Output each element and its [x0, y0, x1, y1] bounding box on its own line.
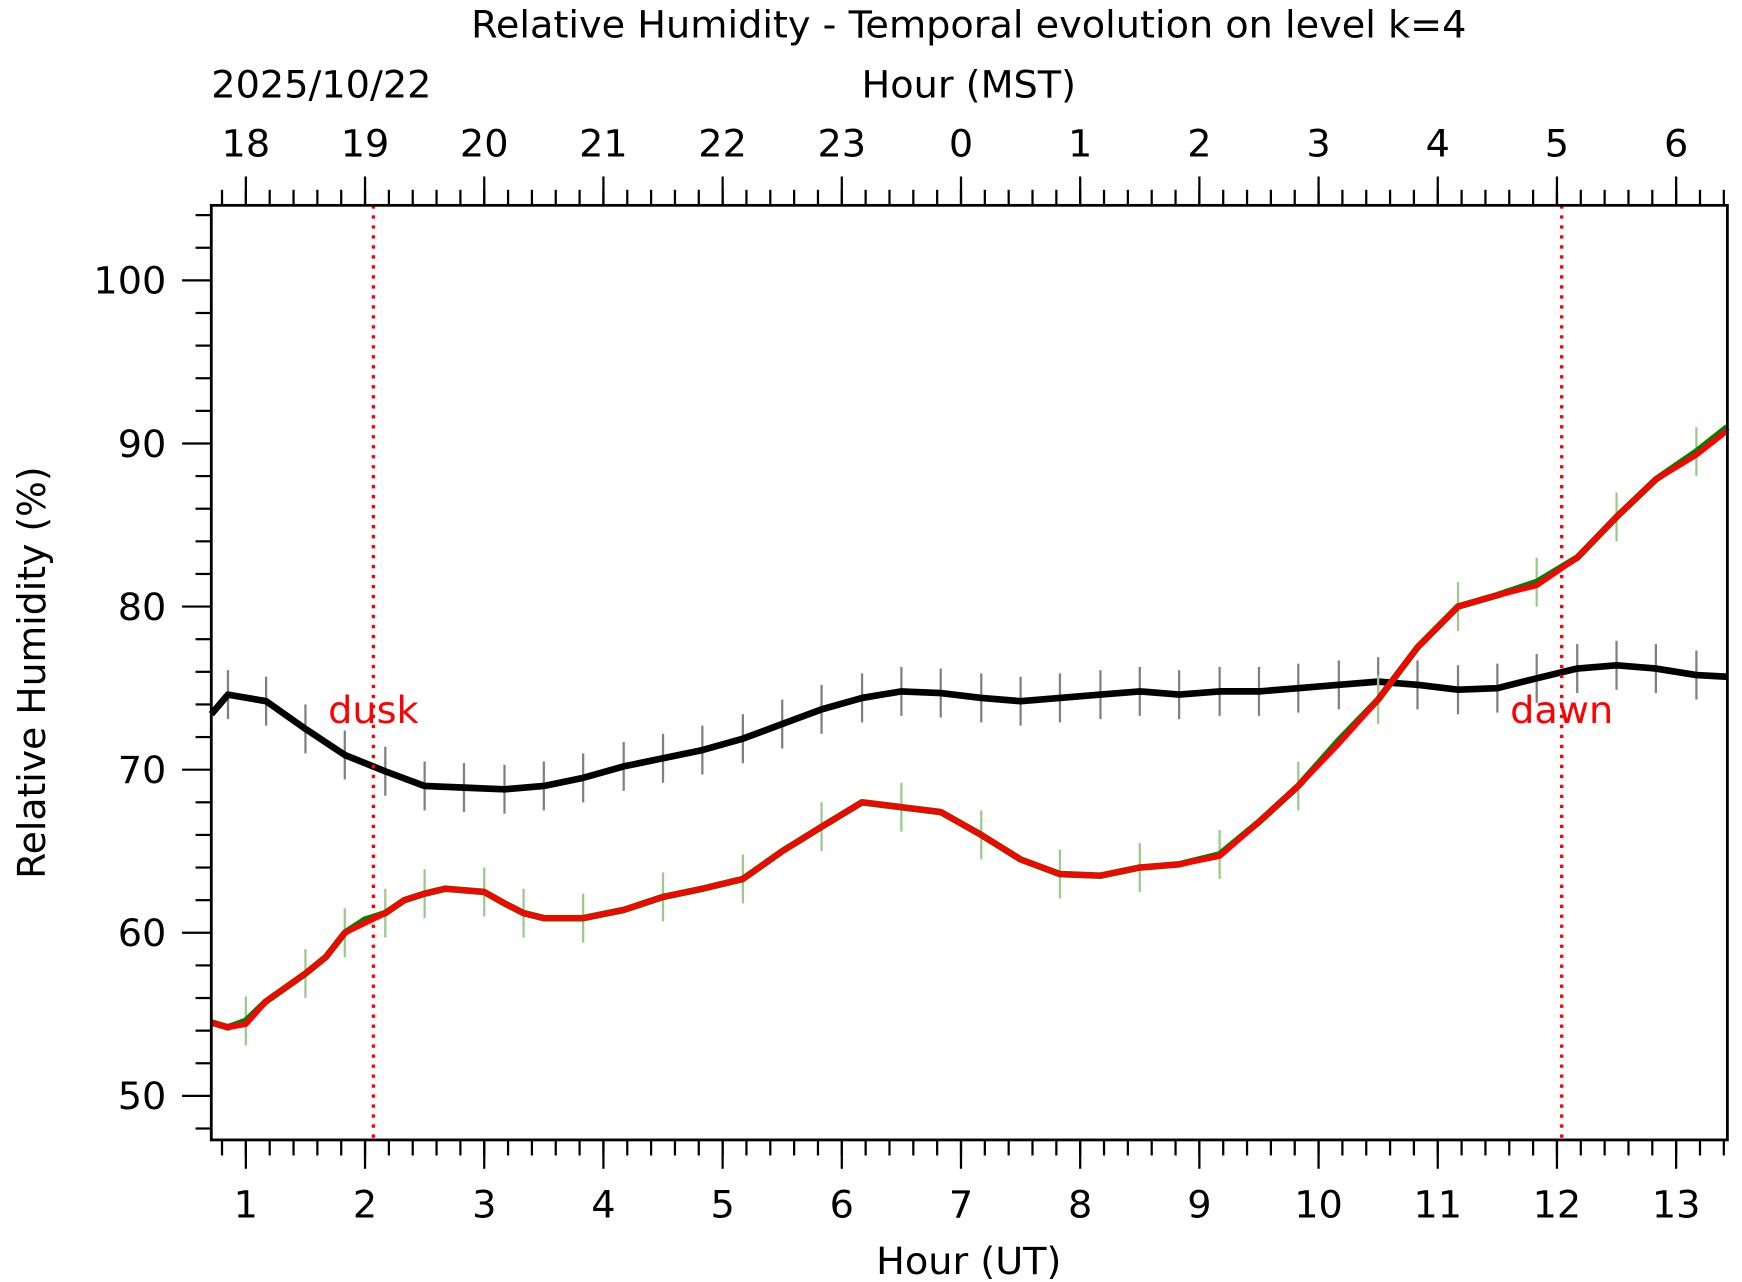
y-axis-label: Relative Humidity (%) — [10, 466, 54, 879]
top-tick-label: 4 — [1426, 122, 1450, 166]
top-tick-label: 1 — [1068, 122, 1092, 166]
y-tick-label: 80 — [118, 585, 167, 629]
top-tick-label: 22 — [698, 122, 747, 166]
model-line — [208, 661, 1728, 793]
y-tick-label: 100 — [93, 259, 166, 303]
x-tick-label: 5 — [710, 1183, 734, 1227]
top-axis-label: Hour (MST) — [862, 63, 1077, 107]
y-tick-label: 60 — [118, 911, 167, 955]
x-tick-label: 10 — [1294, 1183, 1343, 1227]
date-label: 2025/10/22 — [211, 63, 431, 107]
dawn-label: dawn — [1510, 688, 1613, 732]
observation-line — [210, 428, 1730, 1031]
x-tick-label: 7 — [949, 1183, 973, 1227]
top-tick-label: 5 — [1545, 122, 1569, 166]
top-tick-label: 21 — [579, 122, 628, 166]
x-tick-label: 4 — [591, 1183, 615, 1227]
dusk-label: dusk — [328, 688, 419, 732]
x-tick-label: 8 — [1068, 1183, 1092, 1227]
plot-frame — [209, 203, 1729, 1142]
top-tick-label: 0 — [949, 122, 973, 166]
top-tick-label: 6 — [1664, 122, 1688, 166]
top-tick-label: 2 — [1187, 122, 1211, 166]
top-tick-label: 20 — [460, 122, 509, 166]
observation-smooth-line — [210, 424, 1730, 1031]
y-tick-label: 50 — [118, 1074, 167, 1118]
top-tick-label: 19 — [341, 122, 390, 166]
top-tick-label: 3 — [1306, 122, 1330, 166]
x-tick-label: 9 — [1187, 1183, 1211, 1227]
x-axis-label: Hour (UT) — [876, 1239, 1061, 1282]
x-tick-label: 6 — [830, 1183, 854, 1227]
x-tick-label: 13 — [1652, 1183, 1701, 1227]
top-tick-label: 23 — [817, 122, 866, 166]
y-tick-label: 70 — [118, 748, 167, 792]
x-tick-label: 1 — [234, 1183, 258, 1227]
y-tick-label: 90 — [118, 422, 167, 466]
x-tick-label: 12 — [1533, 1183, 1582, 1227]
x-tick-label: 3 — [472, 1183, 496, 1227]
chart-title: Relative Humidity - Temporal evolution o… — [471, 3, 1466, 47]
x-tick-label: 2 — [353, 1183, 377, 1227]
x-tick-label: 11 — [1413, 1183, 1462, 1227]
top-tick-label: 18 — [222, 122, 271, 166]
